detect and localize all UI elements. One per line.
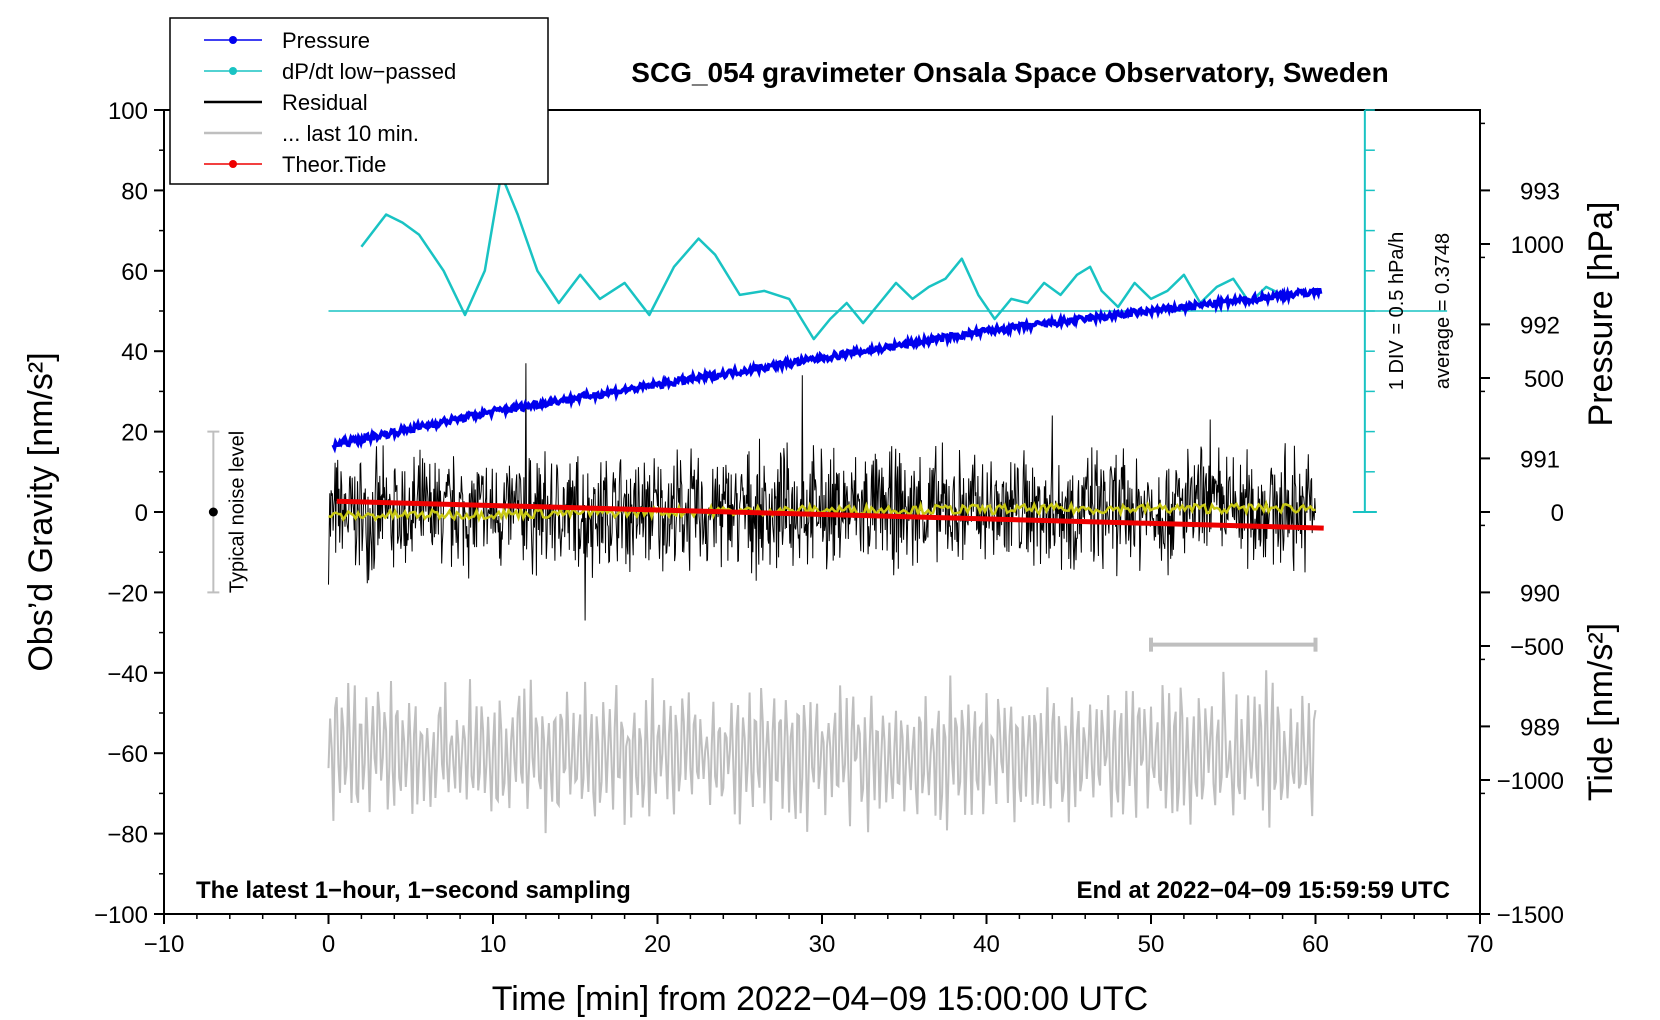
- sampling-note: The latest 1−hour, 1−second sampling: [196, 877, 631, 904]
- tide-series: [336, 498, 1324, 531]
- y-ticks-left: 100 80 60 40 20 0 −20 −40 −60 −80 −100: [94, 98, 164, 929]
- legend-marker: [229, 36, 237, 44]
- div-label: 1 DIV = 0.5 hPa/h: [1386, 232, 1408, 390]
- tide-tick-label: −500: [1510, 634, 1564, 661]
- tide-ticks: 1000 500 0 −500 −1000 −1500: [1480, 232, 1564, 929]
- legend-marker: [229, 160, 237, 168]
- dpdt-line: [360, 173, 1284, 341]
- y-tick-label: 80: [121, 178, 148, 205]
- x-tick-label: 50: [1138, 931, 1165, 958]
- tide-tick-label: 500: [1524, 366, 1564, 393]
- y-tick-label: 60: [121, 259, 148, 286]
- x-tick-label: 0: [322, 931, 335, 958]
- x-tick-label: 40: [973, 931, 1000, 958]
- x-ticks: −10 0 10 20 30 40 50 60 70: [144, 914, 1494, 958]
- y-tick-label: −80: [107, 822, 148, 849]
- x-tick-label: 10: [480, 931, 507, 958]
- legend: Pressure dP/dt low−passed Residual ... last…: [169, 17, 549, 185]
- pressure-line: [331, 286, 1323, 454]
- x-tick-label: 30: [809, 931, 836, 958]
- y-axis-label-pressure: Pressure [hPa]: [1582, 202, 1620, 427]
- x-axis-label: Time [min] from 2022−04−09 15:00:00 UTC: [492, 980, 1148, 1018]
- legend-label: ... last 10 min.: [282, 121, 419, 146]
- y-axis-label-tide: Tide [nm/s²]: [1582, 623, 1620, 801]
- y-tick-label: 0: [135, 500, 148, 527]
- noise-label: Typical noise level: [226, 431, 248, 593]
- pressure-tick-label: 992: [1520, 312, 1560, 339]
- tide-tick-label: −1500: [1497, 902, 1564, 929]
- legend-marker: [229, 67, 237, 75]
- pressure-tick-label: 989: [1520, 714, 1560, 741]
- tide-line: [336, 498, 1324, 531]
- y-tick-label: −100: [94, 902, 148, 929]
- y-axis-label-left: Obs’d Gravity [nm/s²]: [22, 352, 60, 671]
- dpdt-series: [328, 109, 1448, 513]
- residual-line: [328, 363, 1316, 621]
- legend-label: Residual: [282, 90, 368, 115]
- x-tick-label: 20: [644, 931, 671, 958]
- x-tick-label: −10: [144, 931, 185, 958]
- x-tick-label: 70: [1467, 931, 1494, 958]
- end-time-note: End at 2022−04−09 15:59:59 UTC: [1076, 877, 1450, 904]
- noise-dot: [208, 507, 218, 517]
- legend-label: Pressure: [282, 28, 370, 53]
- tide-tick-label: 1000: [1511, 232, 1564, 259]
- chart-title: SCG_054 gravimeter Onsala Space Observat…: [631, 57, 1388, 88]
- tide-tick-label: 0: [1551, 500, 1564, 527]
- average-label: average = 0.3748: [1432, 233, 1454, 389]
- pressure-series: [331, 286, 1323, 454]
- last10-line: [327, 670, 1317, 834]
- annotations: Typical noise level 1 DIV = 0.5 hPa/h aver…: [207, 232, 1454, 652]
- last10-series: [327, 670, 1317, 834]
- y-tick-label: 100: [108, 98, 148, 125]
- residual-series: [328, 363, 1316, 621]
- pressure-ticks: 993 992 991 990 989: [1480, 122, 1560, 795]
- y-tick-label: −20: [107, 580, 148, 607]
- pressure-tick-label: 991: [1520, 446, 1560, 473]
- x-tick-label: 60: [1302, 931, 1329, 958]
- pressure-tick-label: 993: [1520, 178, 1560, 205]
- y-tick-label: −60: [107, 741, 148, 768]
- y-tick-label: −40: [107, 661, 148, 688]
- legend-label: dP/dt low−passed: [282, 59, 456, 84]
- pressure-tick-label: 990: [1520, 580, 1560, 607]
- y-tick-label: 40: [121, 339, 148, 366]
- y-tick-label: 20: [121, 420, 148, 447]
- tide-tick-label: −1000: [1497, 768, 1564, 795]
- legend-label: Theor.Tide: [282, 152, 386, 177]
